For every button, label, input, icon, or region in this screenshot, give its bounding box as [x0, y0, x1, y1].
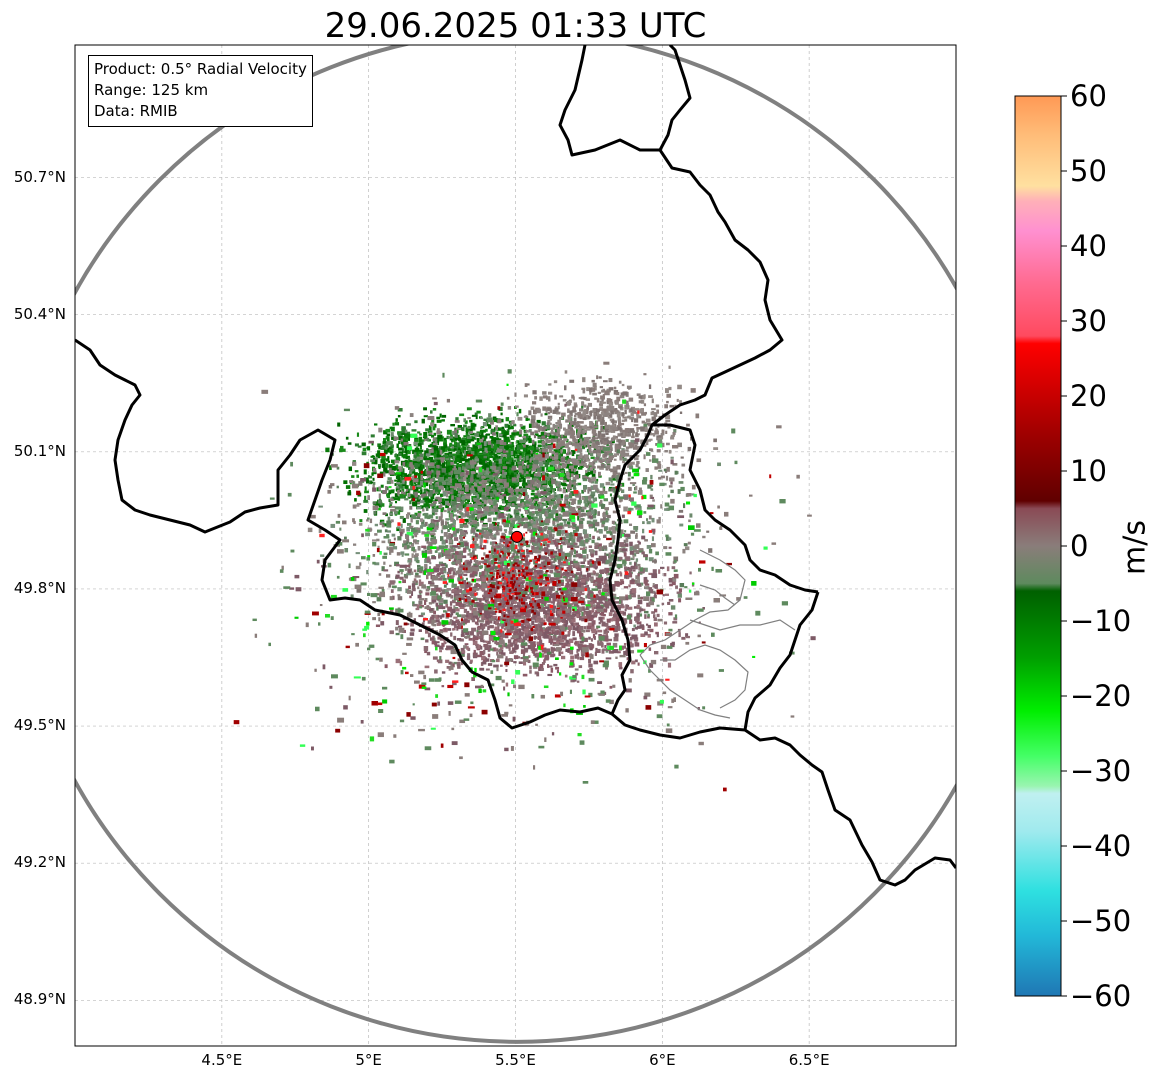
- colorbar-tick-label: 60: [1070, 79, 1107, 113]
- info-data-source: Data: RMIB: [94, 102, 178, 120]
- lat-tick-label: 49.5°N: [13, 716, 66, 735]
- belgium-france-border: [75, 338, 613, 730]
- lat-tick-label: 48.9°N: [13, 990, 66, 1009]
- colorbar-tick-label: −20: [1070, 679, 1132, 713]
- colorbar: [1014, 95, 1067, 997]
- lat-tick-label: 50.1°N: [13, 441, 66, 460]
- colorbar-tick-label: 10: [1070, 454, 1107, 488]
- colorbar-unit: m/s: [1117, 520, 1153, 575]
- colorbar-tick-label: 0: [1070, 529, 1089, 563]
- lon-tick-label: 5.5°E: [495, 1051, 536, 1069]
- colorbar-tick-label: 50: [1070, 154, 1107, 188]
- map-frame: [74, 44, 957, 1047]
- lon-tick-label: 5°E: [355, 1051, 382, 1069]
- colorbar-tick-label: 30: [1070, 304, 1107, 338]
- velocity-echoes: [233, 361, 816, 792]
- info-range: Range: 125 km: [94, 81, 209, 99]
- germany-netherlands-border: [743, 591, 820, 731]
- netherlands-border-north: [658, 45, 692, 151]
- lat-tick-label: 49.8°N: [13, 578, 66, 597]
- lat-tick-label: 49.2°N: [13, 853, 66, 872]
- range-ring: [75, 45, 956, 1044]
- lat-tick-label: 50.7°N: [13, 167, 66, 186]
- germany-france-border: [611, 712, 956, 887]
- colorbar-tick-label: −40: [1070, 829, 1132, 863]
- lon-tick-label: 6.5°E: [788, 1051, 830, 1069]
- lon-tick-label: 6°E: [649, 1051, 676, 1069]
- lat-tick-label: 50.4°N: [13, 304, 66, 323]
- map-title: 29.06.2025 01:33 UTC: [324, 6, 707, 46]
- radar-site-marker: [510, 530, 523, 543]
- colorbar-tick-label: −50: [1070, 904, 1132, 938]
- info-product: Product: 0.5° Radial Velocity: [94, 60, 307, 78]
- country-borders: [75, 45, 956, 887]
- lon-tick-label: 4.5°E: [201, 1051, 243, 1069]
- colorbar-tick-label: −10: [1070, 604, 1132, 638]
- eastern-belgium-border: [558, 45, 784, 427]
- info-box: Product: 0.5° Radial Velocity Range: 125…: [88, 55, 313, 127]
- colorbar-tick-label: 40: [1070, 229, 1107, 263]
- colorbar-tick-label: −30: [1070, 754, 1132, 788]
- luxembourg-border: [608, 423, 819, 715]
- admin-borders: [639, 549, 796, 719]
- colorbar-tick-label: 20: [1070, 379, 1107, 413]
- colorbar-tick-label: −60: [1070, 979, 1132, 1013]
